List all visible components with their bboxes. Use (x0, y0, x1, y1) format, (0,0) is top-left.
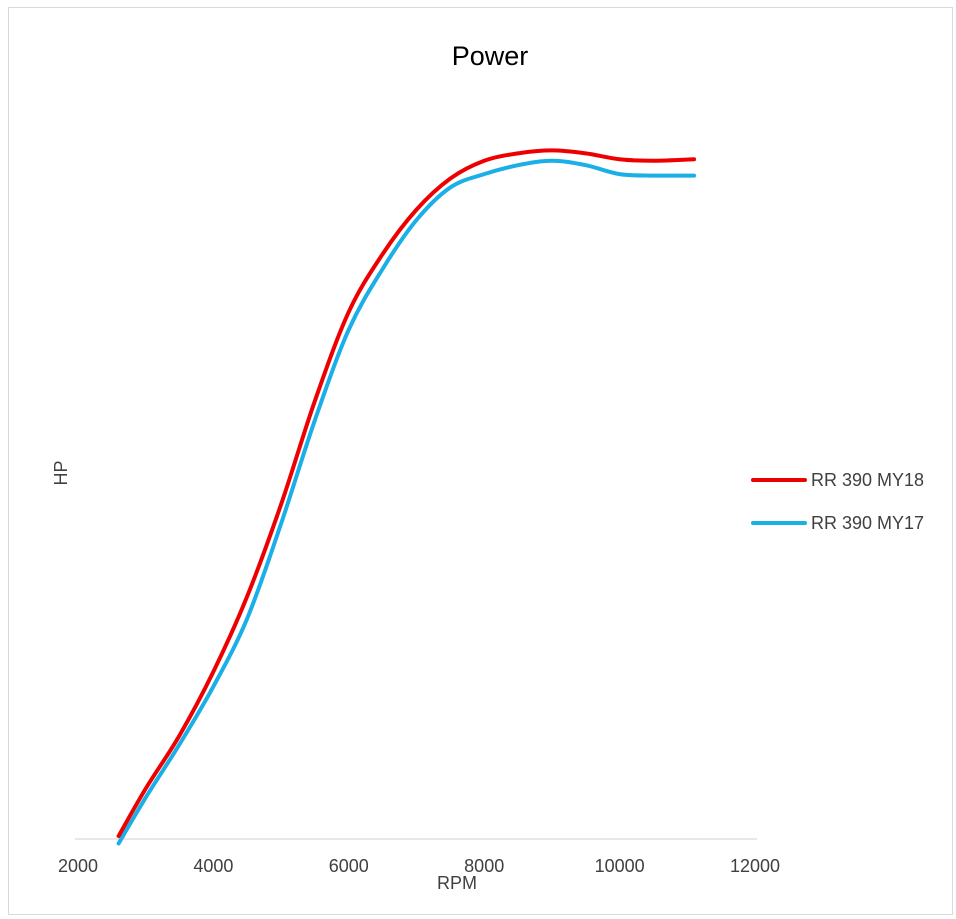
legend-label: RR 390 MY18 (811, 470, 924, 490)
x-tick-label: 2000 (58, 856, 98, 876)
x-tick-label: 4000 (193, 856, 233, 876)
legend-label: RR 390 MY17 (811, 513, 924, 533)
x-tick-label: 10000 (595, 856, 645, 876)
plot-series (116, 148, 697, 846)
x-tick-label: 12000 (730, 856, 780, 876)
series-line-rr-390-my17 (116, 158, 697, 846)
x-axis-label: RPM (437, 873, 477, 893)
x-tick-labels: 2000 4000 6000 8000 10000 12000 (58, 856, 780, 876)
legend: RR 390 MY18 RR 390 MY17 (751, 470, 924, 533)
x-tick-label: 8000 (464, 856, 504, 876)
x-tick-label: 6000 (329, 856, 369, 876)
y-axis-label: HP (51, 460, 71, 485)
chart-title: Power (452, 41, 529, 71)
series-line-rr-390-my18 (116, 148, 697, 839)
